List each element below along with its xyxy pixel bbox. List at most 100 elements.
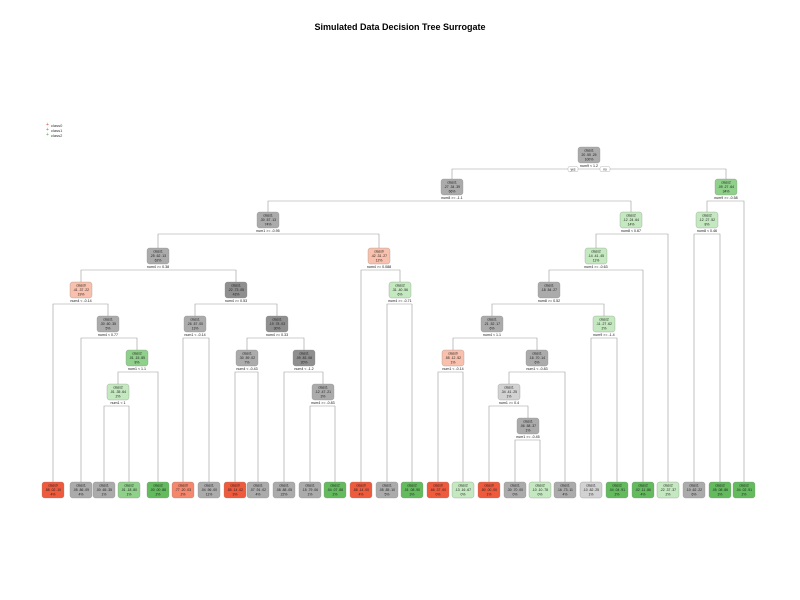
node-percent: 34% bbox=[723, 190, 730, 194]
node-probabilities: .18 .54 .27 bbox=[541, 288, 557, 292]
node-percent: 0% bbox=[436, 493, 441, 497]
node-class-label: class1 bbox=[523, 420, 533, 424]
node-box bbox=[223, 481, 247, 499]
tree-edge bbox=[726, 200, 745, 482]
node-class-label: class2 bbox=[407, 484, 417, 488]
tree-edge bbox=[437, 371, 453, 482]
tree-edge bbox=[267, 200, 452, 212]
tree-edge bbox=[247, 371, 259, 482]
leaf-node: class0.88 .14 .004% bbox=[349, 481, 373, 499]
node-box bbox=[714, 178, 738, 196]
tree-edge bbox=[589, 168, 727, 179]
node-probabilities: .55 .12 .52 bbox=[445, 356, 461, 360]
node-probabilities: .06 .58 .37 bbox=[520, 424, 536, 428]
node-box bbox=[400, 481, 424, 499]
split-node: class1.21 .52 .176% num4 < 1.1 bbox=[480, 315, 504, 337]
node-box bbox=[96, 315, 120, 333]
node-box bbox=[349, 481, 373, 499]
leaf-node: class2.01 .18 .801% bbox=[117, 481, 141, 499]
node-percent: 4% bbox=[641, 493, 646, 497]
node-percent: 5% bbox=[106, 327, 111, 331]
node-class-label: class2 bbox=[124, 484, 134, 488]
node-split-rule: num4 >= -0.63 bbox=[584, 265, 607, 269]
node-class-label: class1 bbox=[231, 284, 241, 288]
node-box bbox=[375, 481, 399, 499]
legend: + class0 + class1 + class2 bbox=[46, 122, 62, 139]
tree-edge bbox=[528, 439, 541, 482]
node-percent: 5% bbox=[385, 493, 390, 497]
node-box bbox=[298, 481, 322, 499]
node-box bbox=[69, 481, 93, 499]
leaf-node: class1.16 .73 .114% bbox=[553, 481, 577, 499]
node-percent: 7% bbox=[245, 361, 250, 365]
node-class-label: class1 bbox=[318, 386, 328, 390]
node-split-rule: num4 >= 0.38 bbox=[147, 265, 169, 269]
leaf-node: class2.05 .08 .863% bbox=[708, 481, 732, 499]
node-percent: 4% bbox=[79, 493, 84, 497]
node-class-label: class2 bbox=[153, 484, 163, 488]
node-percent: 12% bbox=[376, 259, 383, 263]
node-probabilities: .85 .14 .02 bbox=[227, 488, 243, 492]
tree-edge bbox=[108, 337, 138, 350]
tree-edge bbox=[158, 269, 237, 282]
node-box bbox=[708, 481, 732, 499]
node-box bbox=[265, 315, 289, 333]
node-class-label: class1 bbox=[242, 352, 252, 356]
node-box bbox=[592, 315, 616, 333]
tree-edge bbox=[137, 371, 159, 482]
node-box bbox=[503, 481, 527, 499]
node-class-label: class2 bbox=[626, 214, 636, 218]
node-class-label: class2 bbox=[663, 484, 673, 488]
node-percent: 2% bbox=[333, 493, 338, 497]
node-box bbox=[584, 247, 608, 265]
leaf-node: class0.80 .00 .001% bbox=[477, 481, 501, 499]
tree-edge bbox=[537, 371, 566, 482]
node-box bbox=[619, 211, 643, 229]
node-percent: 4% bbox=[51, 493, 56, 497]
legend-symbol: + bbox=[46, 127, 49, 133]
chart-title: Simulated Data Decision Tree Surrogate bbox=[314, 22, 486, 32]
node-split-rule: num8 >= -1.1 bbox=[441, 196, 462, 200]
split-node: class2.01 .35 .642% num1 < 1 bbox=[106, 383, 130, 405]
tree-edge bbox=[118, 405, 130, 482]
tree-edge bbox=[386, 303, 400, 482]
node-box bbox=[441, 349, 465, 367]
node-probabilities: .30 .57 .13 bbox=[260, 218, 276, 222]
node-class-label: class0 bbox=[178, 484, 188, 488]
node-split-rule: num4 >= 0.53 bbox=[225, 299, 247, 303]
node-probabilities: .22 .37 .37 bbox=[660, 488, 676, 492]
node-class-label: class1 bbox=[382, 484, 392, 488]
node-box bbox=[92, 481, 116, 499]
tree-edge bbox=[283, 371, 304, 482]
node-probabilities: .09 .27 .64 bbox=[718, 185, 734, 189]
tree-edge bbox=[453, 371, 464, 482]
node-percent: 2% bbox=[116, 395, 121, 399]
node-probabilities: .16 .73 .11 bbox=[557, 488, 573, 492]
node-box bbox=[171, 481, 195, 499]
node-box bbox=[41, 481, 65, 499]
node-percent: 2% bbox=[742, 493, 747, 497]
split-node: class0.55 .12 .521% num1 < -0.14 bbox=[441, 349, 465, 371]
node-box bbox=[553, 481, 577, 499]
tree-edge bbox=[549, 303, 605, 316]
node-box bbox=[477, 481, 501, 499]
node-class-label: class0 bbox=[433, 484, 443, 488]
node-class-label: class1 bbox=[532, 352, 542, 356]
node-class-label: class2 bbox=[113, 386, 123, 390]
node-class-label: class1 bbox=[586, 484, 596, 488]
node-class-label: class1 bbox=[279, 484, 289, 488]
node-class-label: class1 bbox=[504, 386, 514, 390]
node-probabilities: .11 .27 .62 bbox=[596, 322, 612, 326]
legend-symbol: + bbox=[46, 122, 49, 128]
node-box bbox=[311, 383, 335, 401]
leaf-node: class2.04 .04 .912% bbox=[605, 481, 629, 499]
node-probabilities: .31 .40 .56 bbox=[392, 288, 408, 292]
